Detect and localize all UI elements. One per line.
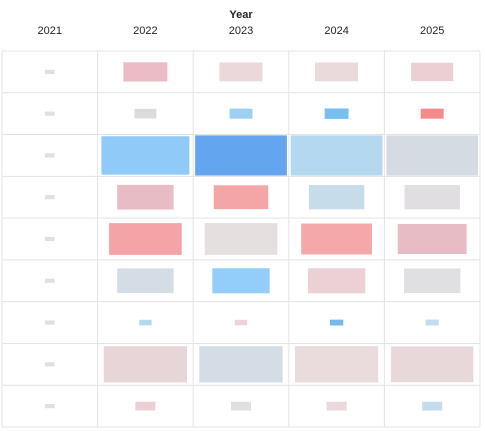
cell (422, 401, 443, 411)
cell (204, 223, 278, 255)
cell (234, 319, 248, 326)
cell (213, 185, 269, 210)
cell (103, 346, 187, 383)
cell (45, 320, 55, 325)
cell (397, 223, 467, 255)
cell (45, 153, 55, 158)
cell (403, 268, 461, 294)
cell (308, 185, 365, 210)
cell (45, 404, 55, 409)
cell (324, 108, 349, 119)
cell (199, 346, 283, 383)
cell (123, 62, 168, 82)
cell (45, 278, 55, 283)
column-header: 2023 (229, 25, 253, 37)
cell (195, 135, 287, 176)
column-header: 2025 (420, 25, 444, 37)
cell (307, 268, 366, 294)
cell (219, 62, 263, 82)
chart-title: Year (229, 9, 253, 21)
cell (386, 135, 479, 176)
cell (420, 108, 444, 119)
cell (101, 136, 190, 175)
cell (315, 62, 359, 82)
cell (326, 401, 347, 411)
cell (212, 268, 270, 294)
cell (45, 111, 55, 116)
cell (45, 236, 55, 242)
cell (135, 401, 156, 411)
cell (45, 69, 55, 74)
cell (139, 319, 152, 326)
cell (425, 319, 439, 326)
cell (301, 223, 372, 255)
column-header: 2022 (133, 25, 157, 37)
column-header: 2024 (324, 25, 348, 37)
cell (290, 135, 383, 176)
cell (134, 108, 157, 119)
cell (109, 223, 182, 255)
cell (391, 346, 474, 383)
cell (45, 195, 55, 200)
cell (45, 362, 55, 367)
cell (229, 108, 253, 119)
cell (117, 268, 174, 294)
cell (117, 184, 174, 210)
cell (329, 319, 344, 326)
cell (230, 401, 252, 411)
cell (404, 185, 460, 210)
column-header: 2021 (38, 25, 62, 37)
cell (295, 346, 379, 383)
cell (411, 62, 454, 82)
